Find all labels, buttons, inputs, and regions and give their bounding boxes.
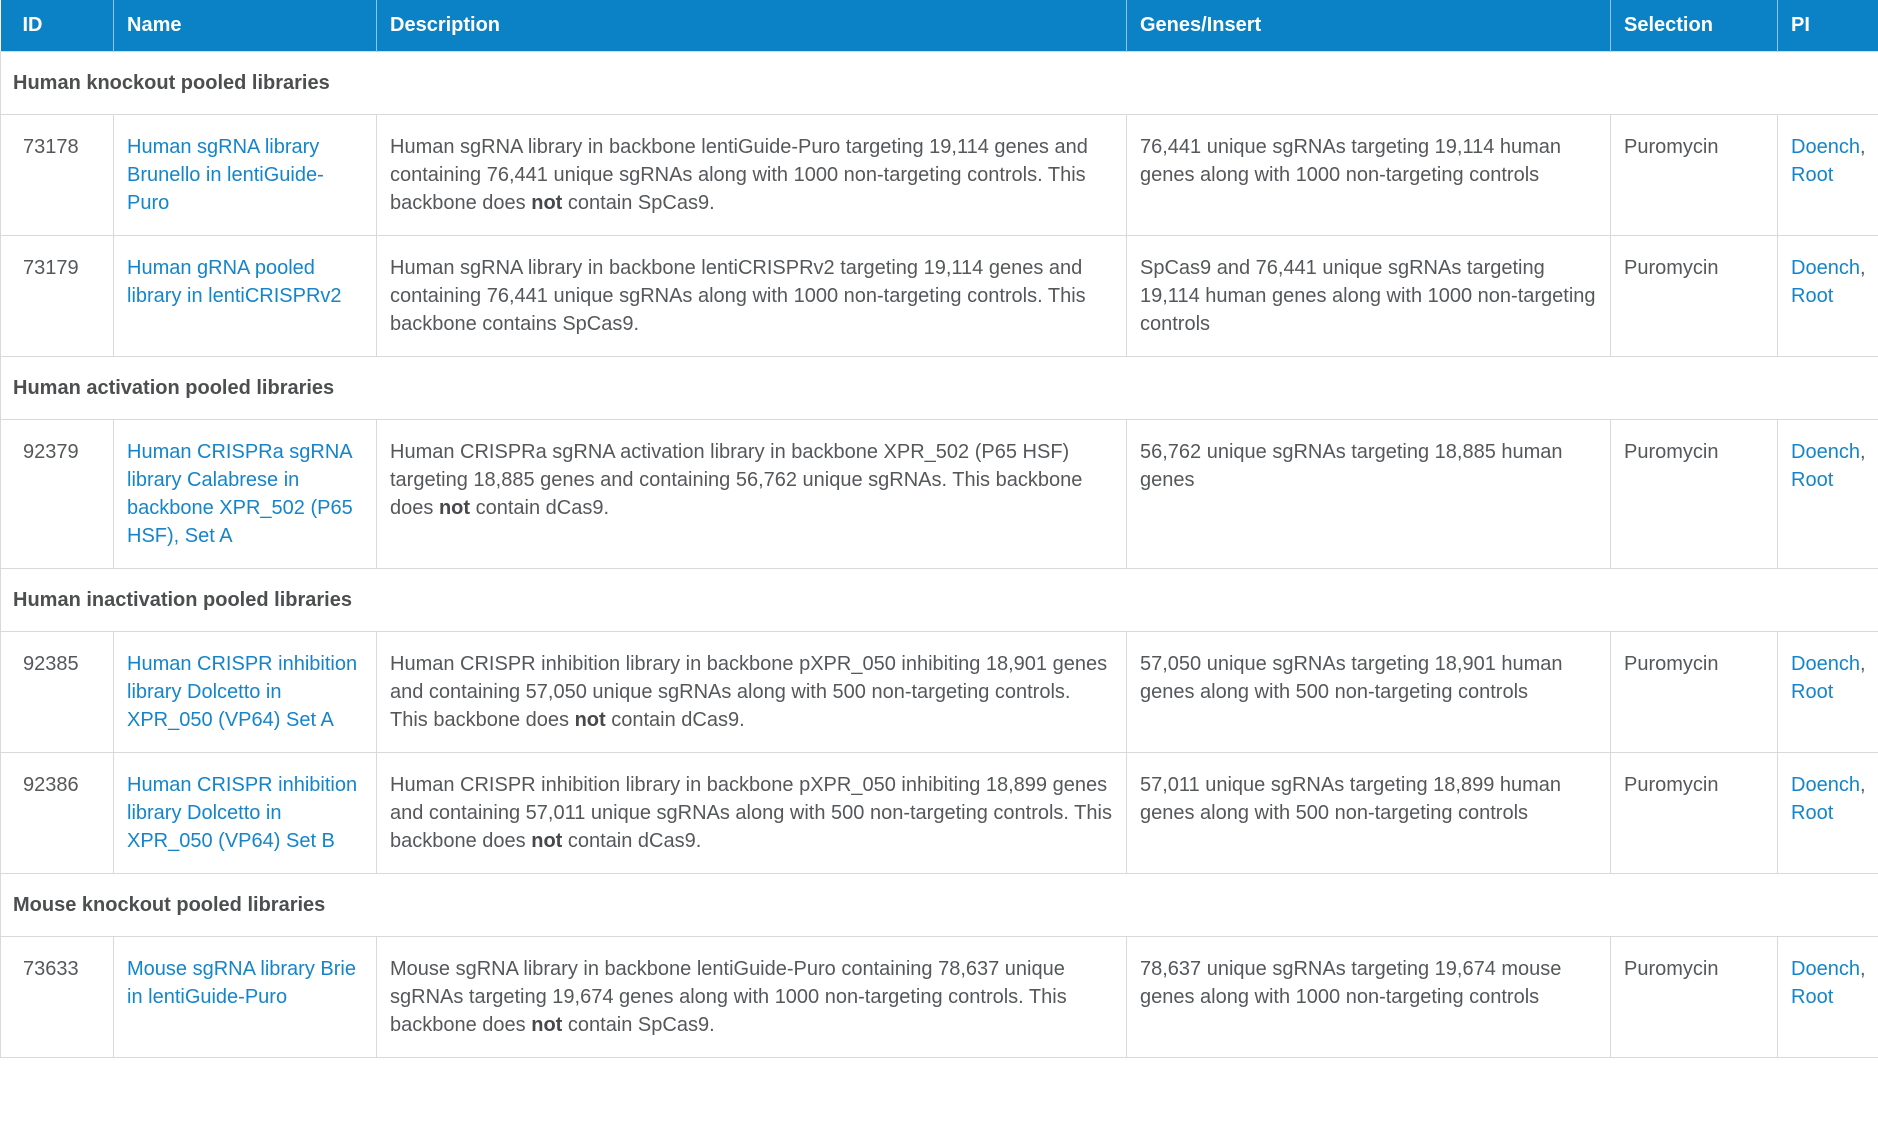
pi-cell: Doench, Root <box>1777 936 1878 1058</box>
genes-insert-cell: SpCas9 and 76,441 unique sgRNAs targetin… <box>1126 235 1611 357</box>
library-id: 73179 <box>0 235 114 357</box>
column-header-name: Name <box>113 0 377 52</box>
pi-link-doench[interactable]: Doench <box>1791 653 1860 675</box>
column-header-pi: PI <box>1777 0 1878 52</box>
section-title: Mouse knockout pooled libraries <box>0 873 1878 937</box>
pi-link-root[interactable]: Root <box>1791 164 1834 186</box>
description-text: contain dCas9. <box>605 709 745 731</box>
description-text: Human CRISPR inhibition library in backb… <box>390 774 1112 852</box>
library-name-cell: Human gRNA pooled library in lentiCRISPR… <box>113 235 377 357</box>
table-row: 92385 Human CRISPR inhibition library Do… <box>0 631 1878 753</box>
pi-link-doench[interactable]: Doench <box>1791 136 1860 158</box>
pi-separator: , <box>1859 653 1866 675</box>
table-row: 73178 Human sgRNA library Brunello in le… <box>0 114 1878 236</box>
library-name-cell: Human CRISPRa sgRNA library Calabrese in… <box>113 419 377 569</box>
library-description: Human sgRNA library in backbone lentiGui… <box>376 114 1127 236</box>
library-name-cell: Mouse sgRNA library Brie in lentiGuide-P… <box>113 936 377 1058</box>
table-header-row: ID Name Description Genes/Insert Selecti… <box>0 0 1878 52</box>
description-text: contain dCas9. <box>562 830 702 852</box>
library-name-link[interactable]: Human gRNA pooled library in lentiCRISPR… <box>127 257 342 307</box>
description-text: contain dCas9. <box>470 497 610 519</box>
selection-cell: Puromycin <box>1610 114 1778 236</box>
genes-insert-cell: 56,762 unique sgRNAs targeting 18,885 hu… <box>1126 419 1611 569</box>
library-name-cell: Human sgRNA library Brunello in lentiGui… <box>113 114 377 236</box>
section-title: Human knockout pooled libraries <box>0 51 1878 115</box>
column-header-id: ID <box>0 0 114 52</box>
description-text: contain SpCas9. <box>562 1014 715 1036</box>
pi-separator: , <box>1859 257 1866 279</box>
description-text: Human CRISPRa sgRNA activation library i… <box>390 441 1083 519</box>
pooled-libraries-table: ID Name Description Genes/Insert Selecti… <box>0 0 1878 1058</box>
column-header-selection: Selection <box>1610 0 1778 52</box>
pi-link-root[interactable]: Root <box>1791 285 1834 307</box>
table-row: 92386 Human CRISPR inhibition library Do… <box>0 752 1878 874</box>
section-title: Human activation pooled libraries <box>0 356 1878 420</box>
section-header-human-activation: Human activation pooled libraries <box>0 356 1878 420</box>
selection-cell: Puromycin <box>1610 419 1778 569</box>
library-name-link[interactable]: Human CRISPRa sgRNA library Calabrese in… <box>127 441 353 547</box>
library-name-cell: Human CRISPR inhibition library Dolcetto… <box>113 631 377 753</box>
selection-cell: Puromycin <box>1610 936 1778 1058</box>
description-text: contain SpCas9. <box>562 192 715 214</box>
genes-insert-cell: 57,011 unique sgRNAs targeting 18,899 hu… <box>1126 752 1611 874</box>
section-title: Human inactivation pooled libraries <box>0 568 1878 632</box>
pi-separator: , <box>1859 774 1866 796</box>
library-name-link[interactable]: Human CRISPR inhibition library Dolcetto… <box>127 774 358 852</box>
pi-link-doench[interactable]: Doench <box>1791 958 1860 980</box>
library-description: Human CRISPR inhibition library in backb… <box>376 631 1127 753</box>
pi-cell: Doench, Root <box>1777 114 1878 236</box>
pi-separator: , <box>1859 958 1866 980</box>
table-row: 73633 Mouse sgRNA library Brie in lentiG… <box>0 936 1878 1058</box>
description-text: Human CRISPR inhibition library in backb… <box>390 653 1108 731</box>
library-name-link[interactable]: Mouse sgRNA library Brie in lentiGuide-P… <box>127 958 356 1008</box>
library-description: Human CRISPRa sgRNA activation library i… <box>376 419 1127 569</box>
table-row: 73179 Human gRNA pooled library in lenti… <box>0 235 1878 357</box>
description-text: Human sgRNA library in backbone lentiCRI… <box>390 257 1086 335</box>
pi-separator: , <box>1859 136 1866 158</box>
library-description: Human CRISPR inhibition library in backb… <box>376 752 1127 874</box>
pi-link-doench[interactable]: Doench <box>1791 257 1860 279</box>
pi-cell: Doench, Root <box>1777 235 1878 357</box>
library-description: Mouse sgRNA library in backbone lentiGui… <box>376 936 1127 1058</box>
genes-insert-cell: 76,441 unique sgRNAs targeting 19,114 hu… <box>1126 114 1611 236</box>
library-name-link[interactable]: Human sgRNA library Brunello in lentiGui… <box>127 136 324 214</box>
section-header-mouse-knockout: Mouse knockout pooled libraries <box>0 873 1878 937</box>
description-bold-text: not <box>531 830 563 852</box>
pi-cell: Doench, Root <box>1777 631 1878 753</box>
section-header-human-inactivation: Human inactivation pooled libraries <box>0 568 1878 632</box>
pi-link-doench[interactable]: Doench <box>1791 441 1860 463</box>
pi-link-root[interactable]: Root <box>1791 469 1834 491</box>
section-header-human-knockout: Human knockout pooled libraries <box>0 51 1878 115</box>
column-header-genes-insert: Genes/Insert <box>1126 0 1611 52</box>
description-bold-text: not <box>574 709 606 731</box>
description-bold-text: not <box>438 497 471 519</box>
library-id: 92385 <box>0 631 114 753</box>
description-bold-text: not <box>531 1014 563 1036</box>
genes-insert-cell: 57,050 unique sgRNAs targeting 18,901 hu… <box>1126 631 1611 753</box>
library-name-cell: Human CRISPR inhibition library Dolcetto… <box>113 752 377 874</box>
column-header-description: Description <box>376 0 1127 52</box>
description-text: Mouse sgRNA library in backbone lentiGui… <box>390 958 1067 1036</box>
selection-cell: Puromycin <box>1610 752 1778 874</box>
selection-cell: Puromycin <box>1610 631 1778 753</box>
library-id: 92379 <box>0 419 114 569</box>
table-row: 92379 Human CRISPRa sgRNA library Calabr… <box>0 419 1878 569</box>
library-id: 73633 <box>0 936 114 1058</box>
pi-cell: Doench, Root <box>1777 752 1878 874</box>
pi-link-root[interactable]: Root <box>1791 802 1834 824</box>
selection-cell: Puromycin <box>1610 235 1778 357</box>
pi-link-root[interactable]: Root <box>1791 986 1834 1008</box>
library-id: 92386 <box>0 752 114 874</box>
pi-separator: , <box>1859 441 1866 463</box>
library-description: Human sgRNA library in backbone lentiCRI… <box>376 235 1127 357</box>
description-text: Human sgRNA library in backbone lentiGui… <box>390 136 1088 214</box>
pi-link-doench[interactable]: Doench <box>1791 774 1860 796</box>
pi-cell: Doench, Root <box>1777 419 1878 569</box>
description-bold-text: not <box>531 192 563 214</box>
pi-link-root[interactable]: Root <box>1791 681 1834 703</box>
library-name-link[interactable]: Human CRISPR inhibition library Dolcetto… <box>127 653 358 731</box>
genes-insert-cell: 78,637 unique sgRNAs targeting 19,674 mo… <box>1126 936 1611 1058</box>
library-id: 73178 <box>0 114 114 236</box>
